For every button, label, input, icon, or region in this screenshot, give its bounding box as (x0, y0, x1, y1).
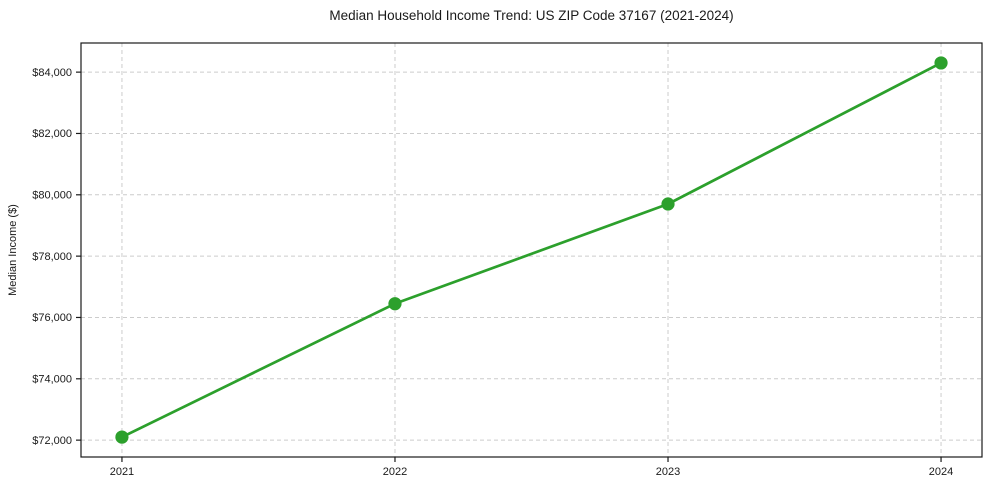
y-tick-label: $84,000 (32, 67, 72, 79)
y-tick-label: $74,000 (32, 374, 72, 386)
x-tick-label: 2021 (110, 466, 134, 478)
chart-title: Median Household Income Trend: US ZIP Co… (329, 8, 734, 23)
y-tick-label: $76,000 (32, 312, 72, 324)
y-tick-label: $72,000 (32, 435, 72, 447)
x-tick-label: 2022 (383, 466, 407, 478)
trend-line (120, 61, 943, 439)
data-point-2024 (934, 56, 948, 70)
axes-border (80, 42, 983, 458)
y-tick-label: $80,000 (32, 190, 72, 202)
data-point-2021 (115, 430, 129, 444)
y-axis-label: Median Income ($) (7, 204, 19, 296)
data-point-2022 (388, 297, 402, 311)
x-tick-label: 2024 (929, 466, 953, 478)
x-tick-label: 2023 (656, 466, 680, 478)
y-tick-label: $82,000 (32, 128, 72, 140)
y-tick-label: $78,000 (32, 251, 72, 263)
data-point-2023 (661, 197, 675, 211)
